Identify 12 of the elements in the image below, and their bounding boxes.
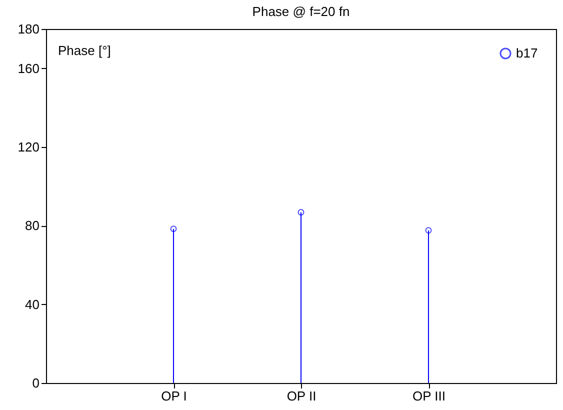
x-tick-label: OP II (286, 388, 316, 404)
y-tick-label: 120 (18, 140, 40, 154)
y-tick-label: 80 (25, 218, 40, 234)
y-axis-title: Phase [°] (58, 43, 111, 58)
x-tick-label: OP I (161, 388, 187, 404)
y-tick-label: 160 (18, 60, 40, 76)
x-tick-label: OP III (412, 388, 446, 404)
legend-label: b17 (516, 46, 538, 60)
y-tick-label: 40 (25, 296, 40, 312)
y-tick-label: 0 (32, 376, 40, 390)
y-tick-label: 180 (18, 22, 40, 36)
chart-title: Phase @ f=20 fn (252, 4, 350, 19)
